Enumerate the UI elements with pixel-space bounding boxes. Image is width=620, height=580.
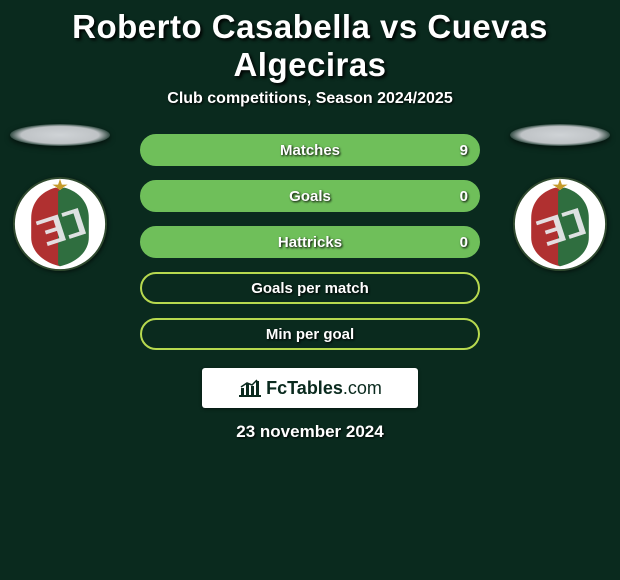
player-photo-placeholder [510, 124, 610, 146]
stat-label: Goals [142, 188, 478, 205]
stat-row: Goals per match [140, 272, 480, 304]
stat-label: Matches [142, 142, 478, 159]
player-photo-placeholder [10, 124, 110, 146]
club-badge-left [12, 176, 108, 272]
page-subtitle: Club competitions, Season 2024/2025 [0, 90, 620, 108]
brand-text: FcTables.com [266, 378, 382, 399]
stat-value-right: 0 [460, 234, 468, 251]
date-text: 23 november 2024 [0, 422, 620, 442]
stat-label: Min per goal [142, 326, 478, 343]
stat-label: Hattricks [142, 234, 478, 251]
right-player-column [500, 116, 620, 272]
stat-value-right: 0 [460, 188, 468, 205]
club-badge-right [512, 176, 608, 272]
stat-value-right: 9 [460, 142, 468, 159]
stat-row: Hattricks0 [140, 226, 480, 258]
left-player-column [0, 116, 120, 272]
stat-row: Matches9 [140, 134, 480, 166]
stat-label: Goals per match [142, 280, 478, 297]
content-area: Matches9Goals0Hattricks0Goals per matchM… [0, 126, 620, 442]
brand-watermark: FcTables.com [202, 368, 418, 408]
comparison-infographic: Roberto Casabella vs Cuevas Algeciras Cl… [0, 0, 620, 580]
page-title: Roberto Casabella vs Cuevas Algeciras [0, 0, 620, 84]
stat-row: Goals0 [140, 180, 480, 212]
bar-chart-icon [238, 378, 262, 398]
stat-rows: Matches9Goals0Hattricks0Goals per matchM… [140, 126, 480, 350]
stat-row: Min per goal [140, 318, 480, 350]
